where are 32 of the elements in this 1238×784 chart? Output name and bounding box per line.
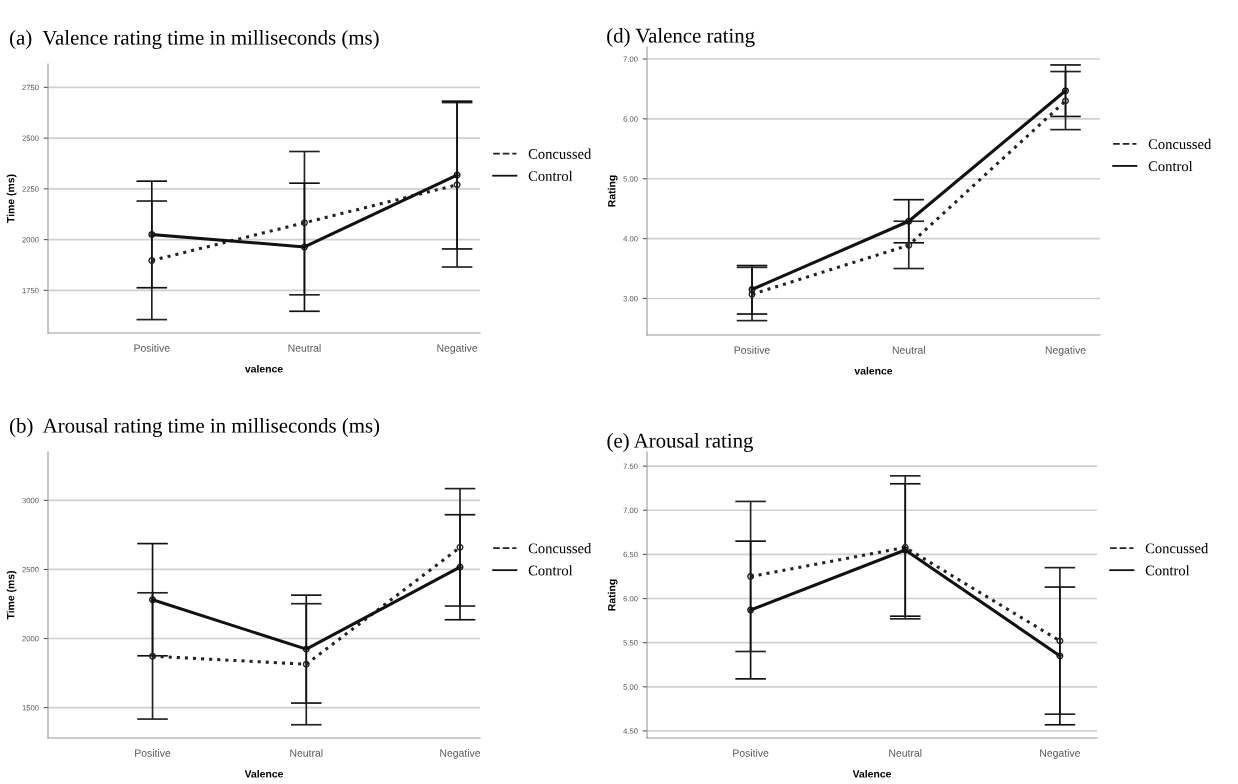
legend-label: Concussed bbox=[1145, 543, 1209, 554]
x-tick-label: Positive bbox=[135, 749, 171, 757]
x-tick-label: Positive bbox=[734, 346, 770, 354]
x-axis-title: valence bbox=[854, 366, 893, 375]
x-tick-label: Neutral bbox=[889, 749, 922, 757]
y-axis-title: Rating bbox=[607, 175, 618, 207]
y-axis-title: Time (ms) bbox=[6, 174, 17, 223]
legend-label: Control bbox=[528, 565, 573, 576]
x-tick-label: Neutral bbox=[290, 749, 323, 757]
legend-label: Concussed bbox=[1148, 138, 1212, 150]
x-tick-label: Neutral bbox=[892, 346, 925, 354]
x-tick-label: Positive bbox=[134, 344, 170, 352]
legend-label: Concussed bbox=[528, 148, 592, 159]
y-axis-title: Time (ms) bbox=[6, 571, 17, 620]
legend-label: Control bbox=[528, 170, 573, 181]
y-axis-title: Rating bbox=[607, 579, 618, 611]
x-tick-label: Negative bbox=[440, 749, 481, 759]
legend-label: Control bbox=[1145, 565, 1190, 576]
x-tick-label: Neutral bbox=[288, 344, 321, 352]
chart-title: (a) Valence rating time in milliseconds (ms) bbox=[10, 30, 379, 50]
x-axis-title: Valence bbox=[852, 769, 892, 778]
legend-label: Control bbox=[1148, 160, 1193, 172]
x-axis-title: Valence bbox=[244, 769, 284, 778]
x-tick-label: Negative bbox=[437, 344, 478, 354]
x-tick-label: Negative bbox=[1040, 749, 1080, 759]
x-axis-title: valence bbox=[244, 364, 283, 373]
legend-label: Concussed bbox=[528, 543, 592, 554]
chart-title: (e) Arousal rating bbox=[607, 433, 754, 452]
x-tick-label: Positive bbox=[733, 749, 769, 757]
chart-title: (b) Arousal rating time in milliseconds (ms) bbox=[10, 418, 380, 438]
x-tick-label: Negative bbox=[1045, 346, 1086, 356]
chart-title: (d) Valence rating bbox=[607, 28, 755, 47]
